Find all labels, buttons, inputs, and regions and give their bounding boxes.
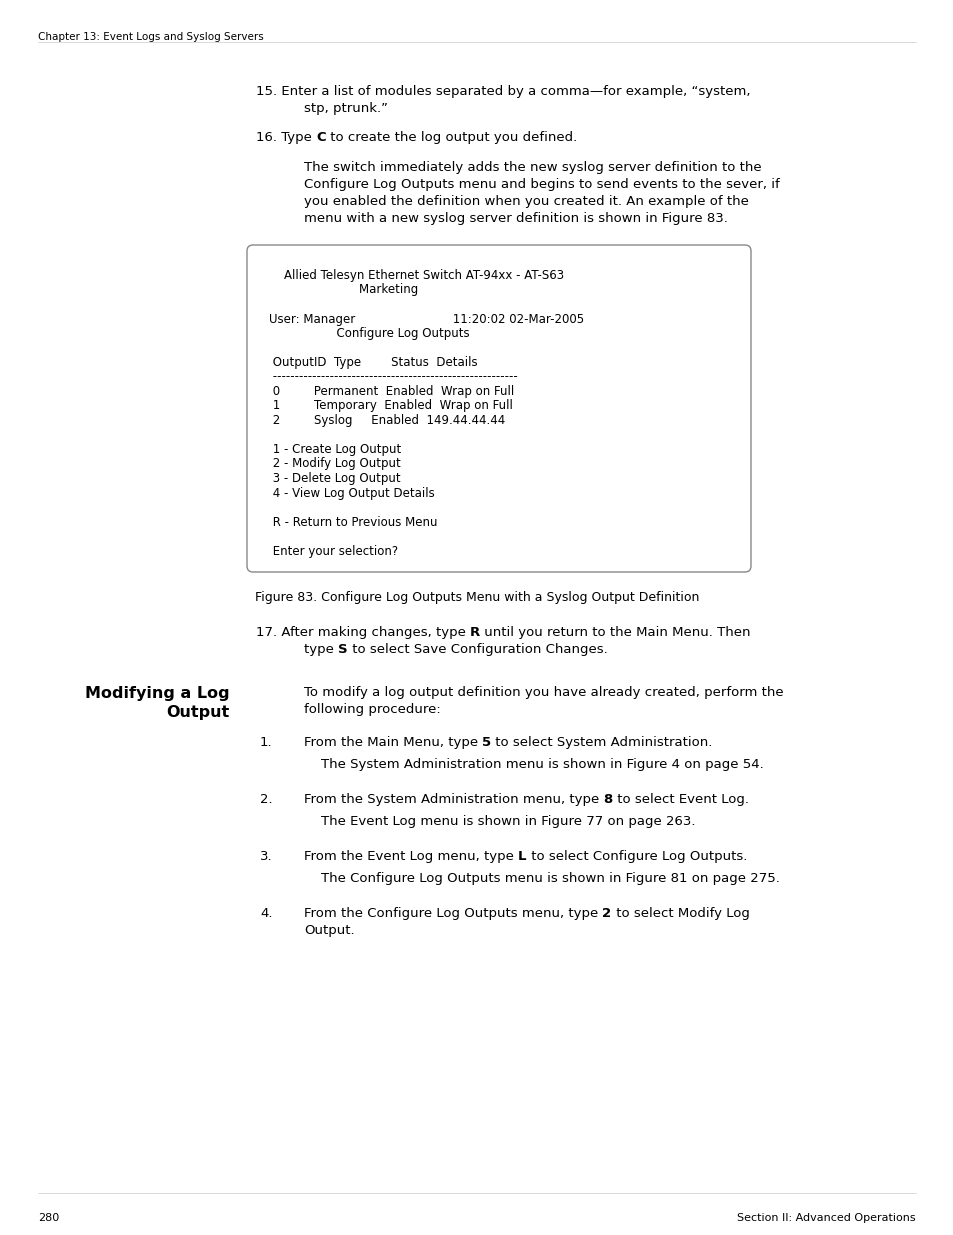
Text: The Configure Log Outputs menu is shown in Figure 81 on page 275.: The Configure Log Outputs menu is shown … bbox=[320, 872, 779, 885]
Text: From the Main Menu, type: From the Main Menu, type bbox=[304, 736, 482, 748]
Text: 17. After making changes, type: 17. After making changes, type bbox=[255, 626, 470, 638]
Text: you enabled the definition when you created it. An example of the: you enabled the definition when you crea… bbox=[304, 195, 748, 207]
Text: From the Event Log menu, type: From the Event Log menu, type bbox=[304, 850, 517, 863]
Text: 280: 280 bbox=[38, 1213, 59, 1223]
Text: Output.: Output. bbox=[304, 924, 355, 937]
Text: 4.: 4. bbox=[260, 906, 273, 920]
Text: stp, ptrunk.”: stp, ptrunk.” bbox=[304, 103, 388, 115]
Text: The Event Log menu is shown in Figure 77 on page 263.: The Event Log menu is shown in Figure 77… bbox=[320, 815, 695, 827]
Text: Configure Log Outputs: Configure Log Outputs bbox=[269, 327, 469, 340]
Text: 2         Syslog     Enabled  149.44.44.44: 2 Syslog Enabled 149.44.44.44 bbox=[269, 414, 505, 427]
Text: to select System Administration.: to select System Administration. bbox=[491, 736, 712, 748]
Text: L: L bbox=[517, 850, 526, 863]
Text: Marketing: Marketing bbox=[269, 284, 417, 296]
Text: 5: 5 bbox=[482, 736, 491, 748]
Text: type: type bbox=[304, 643, 337, 656]
Text: Section II: Advanced Operations: Section II: Advanced Operations bbox=[737, 1213, 915, 1223]
Text: 2 - Modify Log Output: 2 - Modify Log Output bbox=[269, 457, 400, 471]
Text: 1.: 1. bbox=[260, 736, 273, 748]
Text: Enter your selection?: Enter your selection? bbox=[269, 545, 397, 557]
Text: 15. Enter a list of modules separated by a comma—for example, “system,: 15. Enter a list of modules separated by… bbox=[255, 85, 750, 98]
Text: R: R bbox=[470, 626, 480, 638]
Text: to select Save Configuration Changes.: to select Save Configuration Changes. bbox=[348, 643, 607, 656]
Text: 0         Permanent  Enabled  Wrap on Full: 0 Permanent Enabled Wrap on Full bbox=[269, 385, 514, 398]
Text: 8: 8 bbox=[603, 793, 612, 806]
Text: menu with a new syslog server definition is shown in Figure 83.: menu with a new syslog server definition… bbox=[304, 212, 727, 225]
Text: C: C bbox=[315, 131, 325, 144]
Text: From the System Administration menu, type: From the System Administration menu, typ… bbox=[304, 793, 603, 806]
Text: to select Event Log.: to select Event Log. bbox=[612, 793, 748, 806]
Text: OutputID  Type        Status  Details: OutputID Type Status Details bbox=[269, 356, 477, 369]
Text: 4 - View Log Output Details: 4 - View Log Output Details bbox=[269, 487, 435, 499]
Text: The switch immediately adds the new syslog server definition to the: The switch immediately adds the new sysl… bbox=[304, 161, 760, 174]
Text: to select Modify Log: to select Modify Log bbox=[611, 906, 749, 920]
Text: Chapter 13: Event Logs and Syslog Servers: Chapter 13: Event Logs and Syslog Server… bbox=[38, 32, 263, 42]
FancyBboxPatch shape bbox=[247, 245, 750, 572]
Text: to select Configure Log Outputs.: to select Configure Log Outputs. bbox=[526, 850, 746, 863]
Text: R - Return to Previous Menu: R - Return to Previous Menu bbox=[269, 515, 437, 529]
Text: Figure 83. Configure Log Outputs Menu with a Syslog Output Definition: Figure 83. Configure Log Outputs Menu wi… bbox=[254, 592, 699, 604]
Text: User: Manager                          11:20:02 02-Mar-2005: User: Manager 11:20:02 02-Mar-2005 bbox=[269, 312, 583, 326]
Text: Configure Log Outputs menu and begins to send events to the sever, if: Configure Log Outputs menu and begins to… bbox=[304, 178, 779, 191]
Text: 3 - Delete Log Output: 3 - Delete Log Output bbox=[269, 472, 400, 485]
Text: The System Administration menu is shown in Figure 4 on page 54.: The System Administration menu is shown … bbox=[320, 758, 763, 771]
Text: Allied Telesyn Ethernet Switch AT-94xx - AT-S63: Allied Telesyn Ethernet Switch AT-94xx -… bbox=[269, 269, 563, 282]
Text: 2: 2 bbox=[602, 906, 611, 920]
Text: From the Configure Log Outputs menu, type: From the Configure Log Outputs menu, typ… bbox=[304, 906, 602, 920]
Text: 1 - Create Log Output: 1 - Create Log Output bbox=[269, 443, 401, 456]
Text: until you return to the Main Menu. Then: until you return to the Main Menu. Then bbox=[480, 626, 750, 638]
Text: 2.: 2. bbox=[260, 793, 273, 806]
Text: following procedure:: following procedure: bbox=[304, 703, 440, 716]
Text: Modifying a Log: Modifying a Log bbox=[85, 685, 230, 701]
Text: to create the log output you defined.: to create the log output you defined. bbox=[325, 131, 577, 144]
Text: 16. Type: 16. Type bbox=[255, 131, 315, 144]
Text: S: S bbox=[337, 643, 348, 656]
Text: 1         Temporary  Enabled  Wrap on Full: 1 Temporary Enabled Wrap on Full bbox=[269, 399, 513, 412]
Text: --------------------------------------------------------: ----------------------------------------… bbox=[269, 370, 517, 384]
Text: Output: Output bbox=[167, 705, 230, 720]
Text: To modify a log output definition you have already created, perform the: To modify a log output definition you ha… bbox=[304, 685, 782, 699]
Text: 3.: 3. bbox=[260, 850, 273, 863]
